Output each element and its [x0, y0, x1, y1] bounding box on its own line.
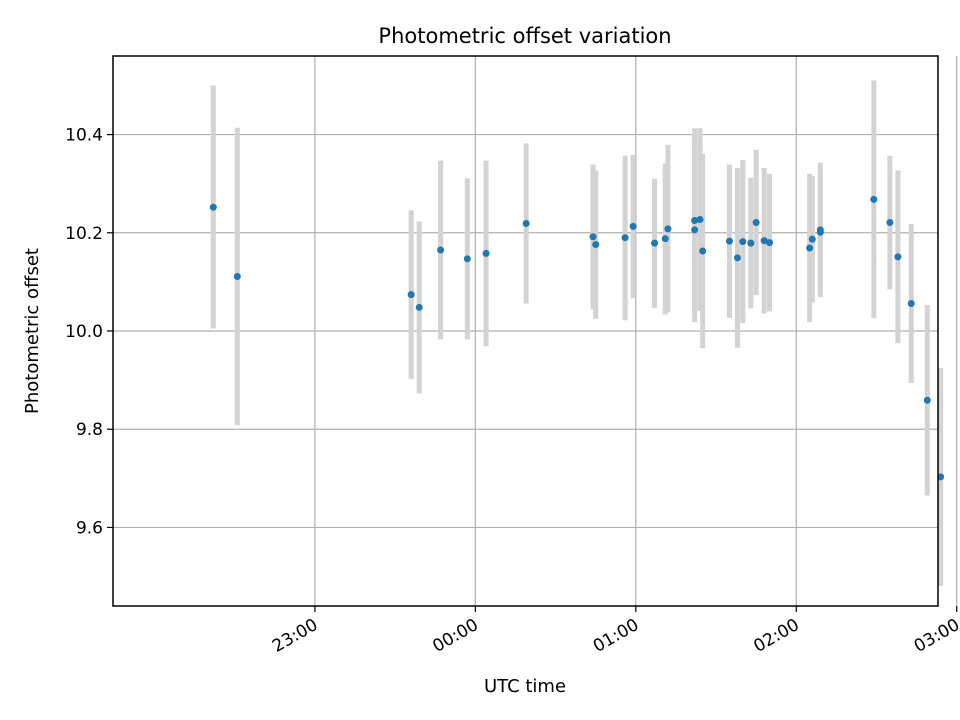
data-point — [907, 300, 915, 307]
data-point — [752, 218, 760, 226]
data-point — [937, 473, 945, 481]
y-tick-label: 9.8 — [76, 420, 103, 440]
data-point — [725, 237, 733, 245]
data-point — [664, 225, 672, 233]
data-point — [522, 219, 530, 227]
x-tick-label: 23:00 — [269, 615, 321, 657]
y-tick-label: 9.6 — [76, 518, 103, 538]
y-axis-label: Photometric offset — [22, 248, 43, 414]
y-axis-ticks: 9.6 9.8 10.0 10.2 10.4 — [65, 126, 113, 538]
data-point — [886, 218, 894, 226]
chart-title: Photometric offset variation — [378, 24, 671, 48]
y-tick-label: 10.2 — [65, 224, 103, 244]
error-bars — [210, 80, 944, 586]
data-point — [415, 303, 423, 311]
data-points — [209, 195, 945, 481]
data-point — [923, 396, 931, 404]
data-point — [233, 272, 241, 280]
data-point — [437, 246, 445, 254]
data-point — [739, 238, 747, 246]
data-point — [870, 195, 878, 203]
data-point — [629, 222, 637, 230]
data-point — [760, 237, 768, 245]
data-point — [661, 235, 669, 243]
data-point — [699, 247, 707, 255]
data-point — [209, 203, 217, 211]
data-point — [766, 239, 774, 247]
data-point — [696, 216, 704, 224]
data-point — [806, 244, 814, 252]
y-tick-label: 10.4 — [65, 126, 103, 146]
data-point — [621, 234, 629, 242]
x-tick-label: 01:00 — [590, 615, 642, 657]
data-point — [651, 239, 659, 247]
x-axis-label: UTC time — [484, 676, 566, 697]
y-tick-label: 10.0 — [65, 322, 103, 342]
x-axis-ticks: 23:00 00:00 01:00 02:00 03:00 — [269, 606, 960, 657]
data-point — [894, 253, 902, 261]
x-tick-label: 02:00 — [750, 615, 802, 657]
x-tick-label: 03:00 — [911, 615, 960, 657]
data-point — [463, 255, 471, 263]
data-point — [733, 254, 741, 262]
data-point — [589, 233, 597, 241]
data-point — [592, 241, 600, 249]
x-tick-label: 00:00 — [429, 615, 481, 657]
data-point — [808, 235, 816, 243]
data-point — [816, 228, 824, 236]
data-point — [691, 217, 699, 225]
data-point — [747, 239, 755, 247]
data-point — [482, 249, 490, 257]
data-point — [407, 291, 415, 299]
data-point — [691, 226, 699, 234]
